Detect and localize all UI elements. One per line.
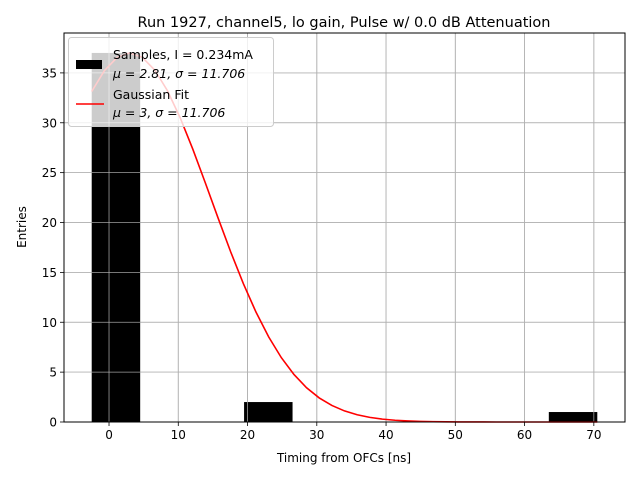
legend-fit-stat: μ = 3, σ = 11.706 <box>112 105 225 120</box>
y-axis-label: Entries <box>15 206 29 248</box>
y-tick-label: 15 <box>42 266 57 280</box>
x-ticks: 0 10 20 30 40 50 60 70 <box>105 422 601 442</box>
x-tick-label: 50 <box>448 428 463 442</box>
x-tick-label: 10 <box>171 428 186 442</box>
legend-box <box>68 37 274 127</box>
x-tick-label: 40 <box>378 428 393 442</box>
x-tick-label: 60 <box>517 428 532 442</box>
legend-samples-stat: μ = 2.81, σ = 11.706 <box>112 66 245 81</box>
histogram-bar <box>548 412 598 422</box>
legend-samples-label: Samples, I = 0.234mA <box>113 47 253 62</box>
x-tick-label: 20 <box>240 428 255 442</box>
x-tick-label: 70 <box>586 428 601 442</box>
y-tick-label: 10 <box>42 316 57 330</box>
y-tick-label: 0 <box>49 416 57 430</box>
plot-frame <box>63 32 626 423</box>
x-tick-label: 0 <box>105 428 113 442</box>
y-ticks: 0 5 10 15 20 25 30 35 <box>42 66 64 430</box>
histogram-bar <box>244 402 293 422</box>
chart-title: Run 1927, channel5, lo gain, Pulse w/ 0.… <box>138 15 551 31</box>
legend-fit-label: Gaussian Fit <box>113 87 189 102</box>
y-tick-label: 30 <box>42 116 57 130</box>
x-tick-label: 30 <box>309 428 324 442</box>
y-tick-label: 35 <box>42 66 57 80</box>
y-tick-label: 20 <box>42 216 57 230</box>
legend: Samples, I = 0.234mA μ = 2.81, σ = 11.70… <box>68 37 274 127</box>
legend-samples-swatch <box>76 60 102 69</box>
x-axis-label: Timing from OFCs [ns] <box>276 451 411 465</box>
y-tick-label: 5 <box>49 366 57 380</box>
y-tick-label: 25 <box>42 166 57 180</box>
